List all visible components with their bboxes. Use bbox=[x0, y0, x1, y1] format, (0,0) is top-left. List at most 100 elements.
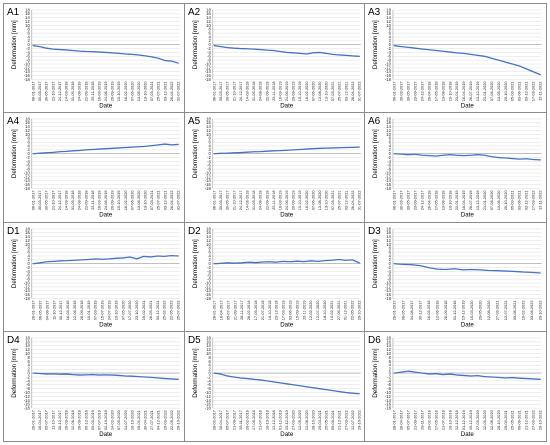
y-tick-label: 0 bbox=[208, 42, 211, 47]
x-tick-label: 13-10-2020 bbox=[143, 81, 148, 101]
x-tick-label: 12-02-2020 bbox=[308, 300, 313, 320]
x-tick-label: 16-02-2020 bbox=[303, 191, 308, 211]
x-tick-label: 24-12-2017 bbox=[238, 191, 243, 211]
y-tick-label: -12 bbox=[24, 175, 31, 180]
x-tick-label: 14-03-2018 bbox=[64, 191, 69, 211]
x-tick-label: 25-07-2021 bbox=[156, 81, 161, 101]
y-tick-label: -2 bbox=[388, 46, 392, 51]
y-tick-label: 10 bbox=[387, 132, 392, 137]
x-tick-label: 10-10-2018 bbox=[448, 191, 453, 211]
y-tick-label: -16 bbox=[204, 292, 211, 297]
x-tick-label: 23-10-2020 bbox=[134, 300, 139, 320]
x-tick-label: 31-07-2022 bbox=[356, 81, 361, 101]
y-tick-label: -4 bbox=[388, 378, 392, 383]
chart-panel: A5 18 16 14 12 10 8 6 4 2 0 -2 -4 -6 -8 -10 -12 -14 -16 -18… bbox=[184, 113, 366, 223]
x-tick-label: 06-01-2017 bbox=[31, 81, 36, 101]
x-tick-label: 10-10-2018 bbox=[448, 410, 453, 430]
x-tick-label: 20-09-2019 bbox=[290, 81, 295, 101]
y-tick-label: 16 bbox=[25, 11, 30, 16]
x-tick-label: 21-09-2017 bbox=[413, 410, 418, 430]
y-tick-label: -6 bbox=[207, 163, 211, 168]
x-tick-label: 14-03-2018 bbox=[64, 81, 69, 101]
x-tick-label: 26-04-2018 bbox=[427, 191, 432, 211]
y-tick-label: 8 bbox=[27, 27, 30, 32]
x-tick-label: 16-04-2017 bbox=[399, 410, 404, 430]
y-tick-label: 16 bbox=[206, 339, 211, 344]
x-tick-label: 22-09-2018 bbox=[83, 191, 88, 211]
x-axis-label: Date bbox=[280, 102, 294, 109]
x-tick-label: 30-04-2021 bbox=[143, 410, 148, 430]
y-tick-label: 8 bbox=[208, 27, 211, 32]
x-tick-label: 13-08-2018 bbox=[441, 81, 446, 101]
x-tick-label: 26-04-2022 bbox=[169, 191, 174, 211]
chart-panel: D6 18 16 14 12 10 8 6 4 2 0 -2 -4 -6 -8 -10 -12 -14 -16 -18… bbox=[365, 332, 546, 441]
y-tick-label: 4 bbox=[208, 362, 211, 367]
x-tick-label: 13-08-2020 bbox=[136, 191, 141, 211]
y-axis-label: Deformation [mm] bbox=[372, 129, 379, 178]
y-tick-label: 18 bbox=[25, 117, 30, 122]
y-tick-label: -6 bbox=[26, 54, 30, 59]
panel-label: D3 bbox=[368, 225, 381, 236]
y-tick-label: -16 bbox=[385, 292, 392, 297]
x-tick-label: 18-04-2019 bbox=[461, 81, 466, 101]
x-tick-label: 05-03-2021 bbox=[510, 191, 515, 211]
panel-label: D5 bbox=[188, 335, 201, 346]
y-tick-label: 10 bbox=[206, 23, 211, 28]
x-tick-label: 12-06-2018 bbox=[70, 410, 75, 430]
x-tick-label: 13-08-2020 bbox=[136, 81, 141, 101]
y-tick-label: -18 bbox=[24, 77, 31, 82]
x-tick-label: 21-10-2017 bbox=[50, 191, 55, 211]
x-tick-label: 24-08-2018 bbox=[257, 81, 262, 101]
y-tick-label: -2 bbox=[26, 264, 30, 269]
y-tick-label: 4 bbox=[389, 144, 392, 149]
y-tick-label: 14 bbox=[387, 343, 392, 348]
y-tick-label: 10 bbox=[206, 241, 211, 246]
chart-A5: A5 181614121086420-2-4-6-8-10-12-14-16-18… bbox=[188, 116, 362, 218]
y-axis-label: Deformation [mm] bbox=[192, 348, 199, 398]
panel-label: A3 bbox=[368, 7, 381, 18]
chart-panel: D4 18 16 14 12 10 8 6 4 2 0 -2 -4 -6 -8 -10 -12 -14 -16 -18… bbox=[4, 331, 185, 441]
x-tick-label: 30-05-2017 bbox=[406, 191, 411, 211]
x-tick-label: 10-10-2018 bbox=[266, 300, 271, 320]
y-tick-label: -8 bbox=[26, 386, 30, 391]
y-tick-label: 14 bbox=[206, 343, 211, 348]
x-tick-label: 03-06-2021 bbox=[517, 81, 522, 101]
x-tick-label: 07-06-2020 bbox=[310, 191, 315, 211]
x-tick-label: 23-01-2019 bbox=[455, 191, 460, 211]
x-tick-label: 03-06-2019 bbox=[287, 300, 292, 320]
x-tick-label: 21-01-2020 bbox=[482, 191, 487, 211]
y-tick-label: 16 bbox=[25, 339, 30, 344]
y-tick-label: 0 bbox=[208, 261, 211, 266]
x-tick-label: 10-10-2019 bbox=[113, 300, 118, 320]
x-tick-label: 07-03-2021 bbox=[330, 191, 335, 211]
x-tick-label: 24-12-2017 bbox=[420, 81, 425, 101]
chart-panel: A1 18 16 14 12 10 8 6 4 2 0 -2 -4 -6 -8 -10 -12 -14 -16 -18… bbox=[4, 4, 185, 114]
x-tick-label: 13-10-2020 bbox=[323, 81, 328, 101]
y-tick-label: 16 bbox=[206, 11, 211, 16]
series-line bbox=[394, 153, 542, 161]
x-tick-label: 19-02-2022 bbox=[521, 300, 526, 320]
x-tick-label: 12-06-2018 bbox=[435, 300, 440, 320]
y-tick-label: 2 bbox=[27, 257, 30, 262]
x-tick-label: 15-07-2019 bbox=[100, 300, 105, 320]
y-tick-label: -8 bbox=[388, 167, 392, 172]
x-tick-label: 07-05-2020 bbox=[120, 300, 125, 320]
x-tick-label: 24-08-2018 bbox=[77, 191, 82, 211]
x-tick-label: 30-12-2017 bbox=[58, 300, 63, 320]
panel-label: D4 bbox=[7, 335, 20, 346]
x-tick-label: 09-08-2021 bbox=[512, 300, 517, 320]
y-tick-label: -12 bbox=[385, 175, 392, 180]
y-tick-label: -10 bbox=[24, 61, 31, 66]
y-tick-label: 12 bbox=[25, 128, 30, 133]
y-tick-label: -18 bbox=[385, 77, 392, 82]
panel-label: D2 bbox=[188, 225, 201, 236]
y-tick-label: 4 bbox=[389, 34, 392, 39]
x-tick-label: 30-03-2017 bbox=[218, 81, 223, 101]
x-tick-label: 13-08-2020 bbox=[496, 81, 501, 101]
y-tick-label: -16 bbox=[385, 401, 392, 406]
x-tick-label: 21-07-2018 bbox=[260, 300, 265, 320]
x-tick-label: 19-01-2021 bbox=[136, 410, 141, 430]
series-line bbox=[213, 372, 360, 395]
y-tick-label: -6 bbox=[207, 54, 211, 59]
y-tick-label: 18 bbox=[25, 226, 30, 231]
